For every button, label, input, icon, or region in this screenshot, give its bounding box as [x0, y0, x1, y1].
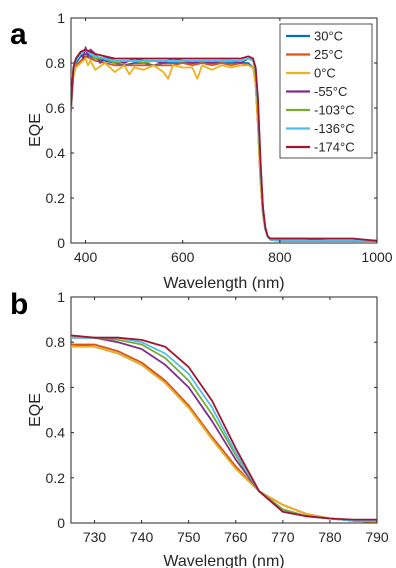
panel-a-x-tick-label: 1000	[361, 249, 392, 265]
panel-b-y-ticks: 0 0.2 0.4 0.6 0.8 1	[46, 289, 377, 531]
panel-a-x-tick-label: 400	[74, 249, 98, 265]
panel-b-x-tick-label: 770	[271, 529, 295, 545]
panel-b-x-tick-label: 750	[177, 529, 201, 545]
legend-label-minus-55c: -55°C	[314, 84, 347, 99]
panel-b-y-tick-label: 0.8	[46, 334, 66, 350]
panel-a-y-tick-label: 0.4	[46, 145, 66, 161]
panel-a-y-tick-label: 0.8	[46, 55, 66, 71]
panel-a-y-ticks: 0 0.2 0.4 0.6 0.8 1	[46, 10, 377, 251]
panel-b: b 730 740 750 760 770 780 790 0 0.2 0.4 0.6 0.8 1 W…	[10, 288, 389, 568]
panel-b-x-tick-label: 730	[83, 529, 107, 545]
panel-b-axes-box	[70, 296, 378, 524]
panel-a-x-axis-label: Wavelength (nm)	[163, 275, 284, 292]
panel-b-y-tick-label: 0.6	[46, 379, 66, 395]
panel-a: a 400 600 800 1000 0 0.2 0.4 0.6 0.8 1 Wavelengt…	[10, 10, 393, 292]
panel-a-plot-area	[71, 46, 377, 242]
legend-label-minus-136c: -136°C	[314, 121, 355, 136]
panel-b-label: b	[10, 288, 28, 321]
panel-a-series-line-minus-174c	[71, 48, 377, 242]
panel-b-y-tick-label: 0.2	[46, 470, 66, 486]
panel-b-y-axis-label: EQE	[27, 393, 44, 427]
legend-label-minus-103c: -103°C	[314, 103, 355, 118]
panel-a-x-ticks: 400 600 800 1000	[74, 18, 393, 265]
panel-b-x-ticks: 730 740 750 760 770 780 790	[83, 297, 389, 545]
panel-a-y-tick-label: 1	[57, 10, 65, 26]
panel-b-y-tick-label: 0.4	[46, 425, 66, 441]
panel-a-y-axis-label: EQE	[27, 113, 44, 147]
legend-label-0c: 0°C	[314, 66, 336, 81]
panel-a-y-tick-label: 0.6	[46, 100, 66, 116]
legend-label-30c: 30°C	[314, 29, 343, 44]
panel-a-x-tick-label: 600	[171, 249, 195, 265]
panel-b-series-line-minus-174c	[71, 334, 377, 521]
panel-a-y-tick-label: 0	[57, 235, 65, 251]
panel-b-x-tick-label: 790	[365, 529, 389, 545]
panel-b-x-axis-label: Wavelength (nm)	[163, 553, 284, 568]
panel-a-y-tick-label: 0.2	[46, 190, 66, 206]
panel-a-x-tick-label: 800	[268, 249, 292, 265]
panel-b-plot-area	[71, 334, 377, 523]
panel-b-x-tick-label: 760	[224, 529, 248, 545]
panel-b-x-tick-label: 740	[130, 529, 154, 545]
panel-b-y-tick-label: 1	[57, 289, 65, 305]
panel-b-x-tick-label: 780	[318, 529, 342, 545]
legend-label-minus-174c: -174°C	[314, 140, 355, 155]
legend-label-25c: 25°C	[314, 47, 343, 62]
legend: 30°C 25°C 0°C -55°C -103°C -136°C -174°C	[279, 23, 373, 159]
panel-a-label: a	[10, 18, 27, 51]
panel-b-y-tick-label: 0	[57, 515, 65, 531]
